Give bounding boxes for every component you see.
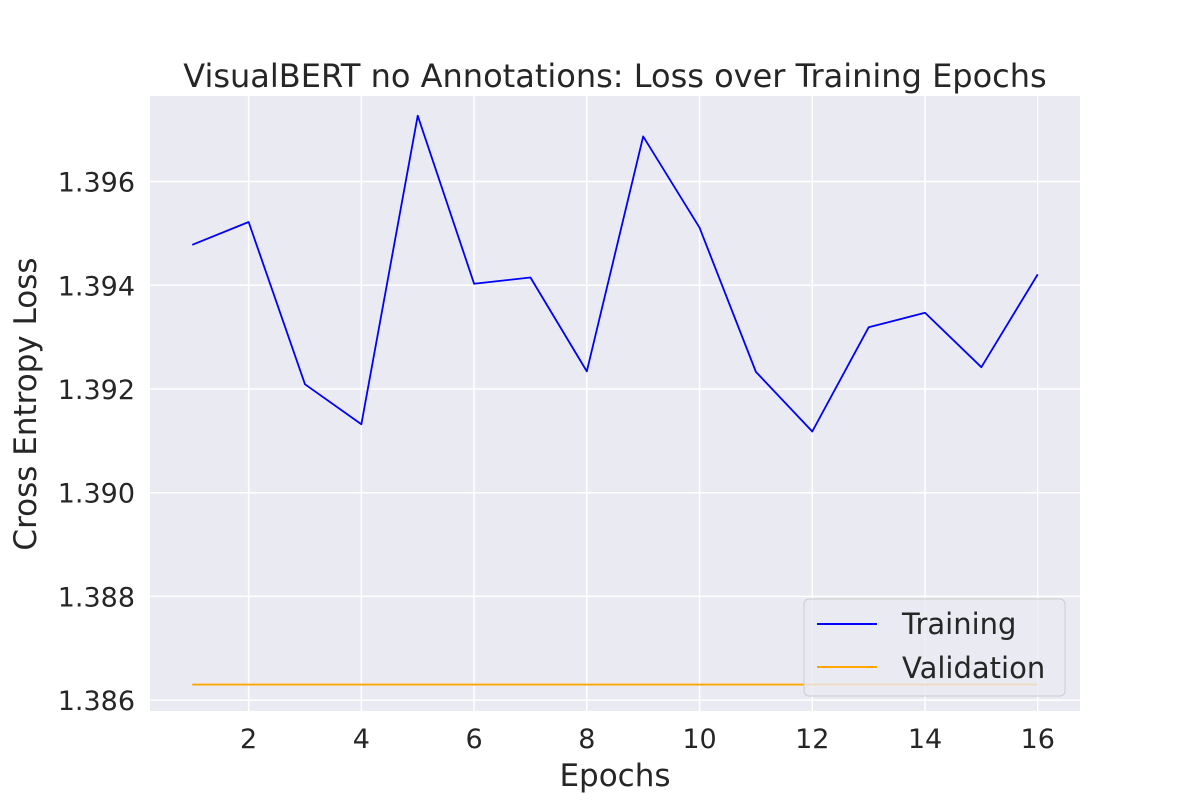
chart-title: VisualBERT no Annotations: Loss over Tra… (183, 57, 1046, 95)
x-tick-label: 8 (578, 724, 595, 755)
x-axis-label: Epochs (559, 758, 670, 794)
y-tick-label: 1.390 (58, 479, 135, 510)
series-line-training (191, 114, 1039, 433)
legend-label-training: Training (901, 607, 1016, 641)
x-tick-label: 2 (240, 724, 257, 755)
legend-label-validation: Validation (902, 651, 1045, 685)
y-tick-label: 1.386 (58, 686, 135, 717)
y-axis-label: Cross Entropy Loss (8, 257, 44, 550)
x-tick-label: 6 (465, 724, 482, 755)
x-tick-label: 14 (908, 724, 942, 755)
y-tick-label: 1.394 (58, 271, 135, 302)
y-tick-label: 1.388 (58, 582, 135, 613)
x-tick-label: 16 (1021, 724, 1055, 755)
x-tick-label: 12 (795, 724, 829, 755)
y-tick-label: 1.396 (58, 168, 135, 199)
y-tick-label: 1.392 (58, 375, 135, 406)
x-tick-labels: 2 4 6 8 10 12 14 16 (240, 724, 1055, 755)
x-tick-label: 10 (682, 724, 716, 755)
legend: Training Validation (803, 598, 1066, 697)
y-tick-labels: 1.386 1.388 1.390 1.392 1.394 1.396 (58, 168, 135, 718)
x-tick-label: 4 (353, 724, 370, 755)
